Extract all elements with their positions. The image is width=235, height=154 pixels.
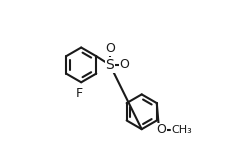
Text: S: S (106, 58, 114, 72)
Text: O: O (157, 123, 166, 136)
Text: O: O (119, 58, 129, 71)
Text: O: O (105, 42, 115, 55)
Text: CH₃: CH₃ (171, 125, 192, 135)
Text: F: F (75, 87, 82, 100)
